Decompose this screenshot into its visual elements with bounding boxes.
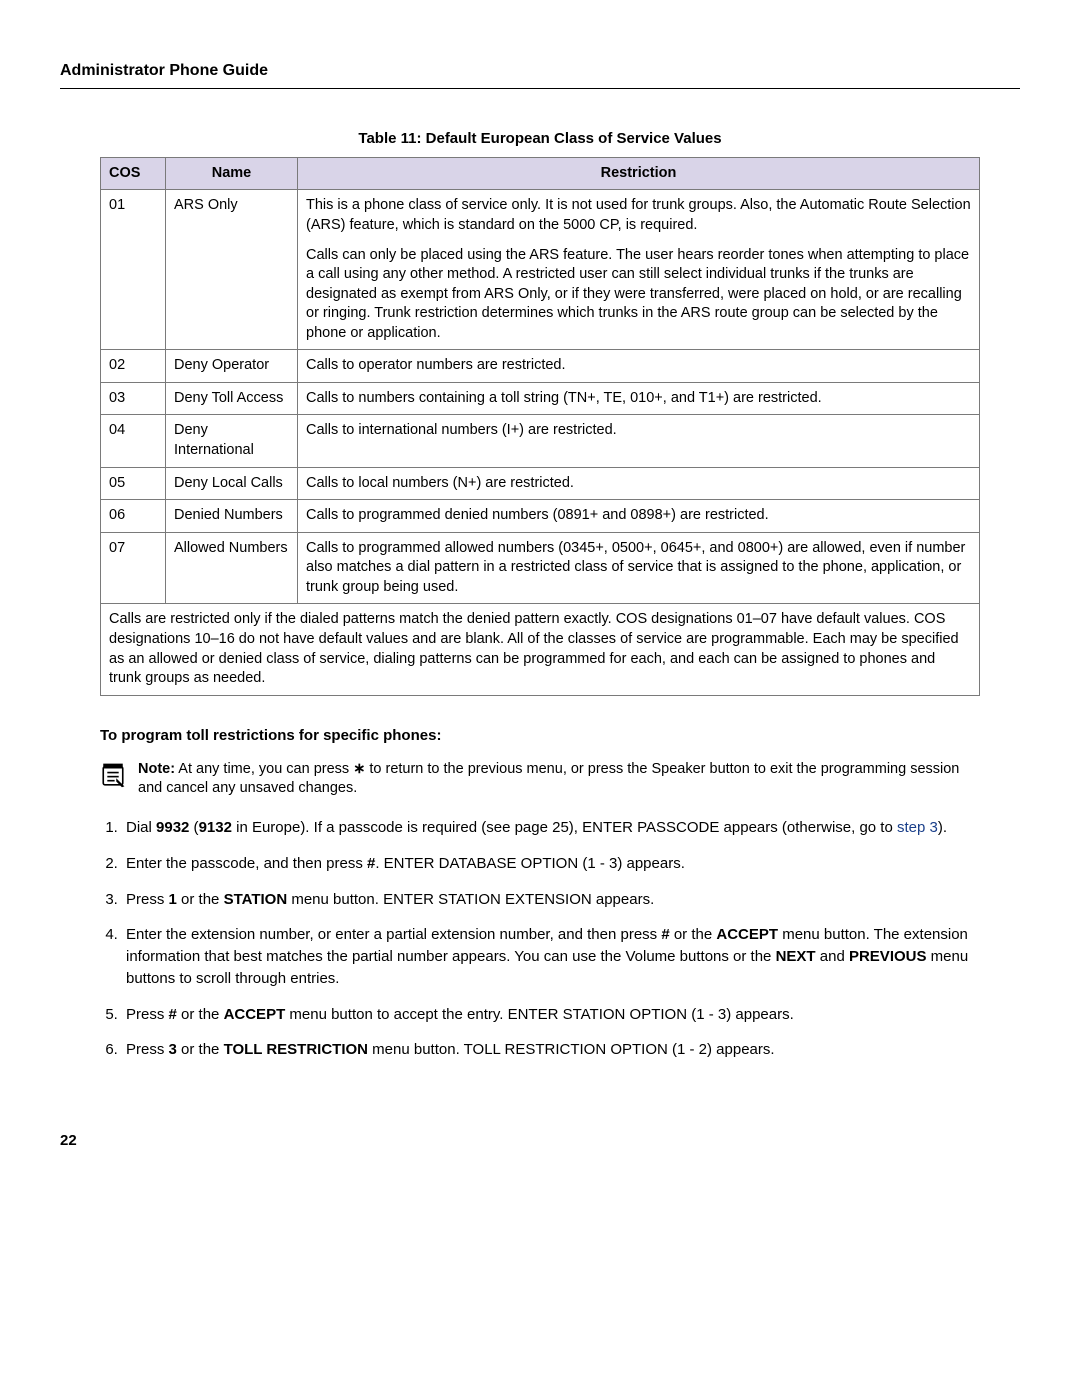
- step-bold: ACCEPT: [716, 926, 778, 943]
- table-footnote: Calls are restricted only if the dialed …: [101, 604, 980, 695]
- table-row: 07 Allowed Numbers Calls to programmed a…: [101, 532, 980, 604]
- content-block: Table 11: Default European Class of Serv…: [100, 129, 980, 1061]
- step-text: in Europe). If a passcode is required (s…: [232, 819, 582, 836]
- step-text: Press: [126, 1006, 169, 1023]
- table-row: 06 Denied Numbers Calls to programmed de…: [101, 500, 980, 533]
- col-header-cos: COS: [101, 157, 166, 190]
- cell-name: Allowed Numbers: [166, 532, 298, 604]
- cell-cos: 04: [101, 415, 166, 467]
- step-bold: NEXT: [776, 948, 816, 965]
- cell-restriction: Calls to operator numbers are restricted…: [298, 350, 980, 383]
- step-text: Press: [126, 1041, 169, 1058]
- note-icon: [100, 762, 126, 788]
- cell-cos: 06: [101, 500, 166, 533]
- steps-list: Dial 9932 (9132 in Europe). If a passcod…: [100, 817, 980, 1061]
- step-text: menu button. TOLL RESTRICTION OPTION (1 …: [368, 1041, 775, 1058]
- step-bold: 9932: [156, 819, 189, 836]
- cell-name: Denied Numbers: [166, 500, 298, 533]
- step-item: Press 3 or the TOLL RESTRICTION menu but…: [122, 1039, 980, 1061]
- cell-cos: 03: [101, 382, 166, 415]
- cell-restriction: Calls to programmed denied numbers (0891…: [298, 500, 980, 533]
- step-text: or the: [177, 1041, 224, 1058]
- step-text: Enter the passcode, and then press: [126, 855, 367, 872]
- table-header-row: COS Name Restriction: [101, 157, 980, 190]
- table-footnote-row: Calls are restricted only if the dialed …: [101, 604, 980, 695]
- step-text: menu button. ENTER STATION EXTENSION app…: [287, 891, 654, 908]
- step-item: Enter the extension number, or enter a p…: [122, 924, 980, 989]
- cell-name: Deny Local Calls: [166, 467, 298, 500]
- step-item: Press # or the ACCEPT menu button to acc…: [122, 1004, 980, 1026]
- cell-cos: 07: [101, 532, 166, 604]
- step-text: and: [816, 948, 849, 965]
- note-text: Note: At any time, you can press ∗ to re…: [138, 760, 980, 799]
- col-header-name: Name: [166, 157, 298, 190]
- step-text: Enter the extension number, or enter a p…: [126, 926, 661, 943]
- step-bold: #: [661, 926, 669, 943]
- table-row: 04 Deny International Calls to internati…: [101, 415, 980, 467]
- step-bold: 3: [169, 1041, 177, 1058]
- step-text: menu button to accept the entry. ENTER S…: [285, 1006, 794, 1023]
- step-text: or the: [670, 926, 717, 943]
- table-row: 01 ARS Only This is a phone class of ser…: [101, 190, 980, 350]
- restriction-para: This is a phone class of service only. I…: [306, 196, 971, 235]
- step-text: ENTER PASSCODE: [582, 819, 719, 836]
- step-bold: PREVIOUS: [849, 948, 927, 965]
- cell-cos: 05: [101, 467, 166, 500]
- step-item: Press 1 or the STATION menu button. ENTE…: [122, 889, 980, 911]
- cell-restriction: Calls to local numbers (N+) are restrict…: [298, 467, 980, 500]
- note-body: At any time, you can press: [175, 761, 353, 777]
- page-number: 22: [60, 1131, 1020, 1151]
- procedure-title: To program toll restrictions for specifi…: [100, 726, 980, 746]
- step-link[interactable]: step 3: [897, 819, 938, 836]
- table-caption: Table 11: Default European Class of Serv…: [100, 129, 980, 149]
- cell-name: Deny International: [166, 415, 298, 467]
- note-star: ∗: [353, 761, 365, 777]
- step-text: Dial: [126, 819, 156, 836]
- step-bold: STATION: [224, 891, 288, 908]
- table-row: 02 Deny Operator Calls to operator numbe…: [101, 350, 980, 383]
- step-text: . ENTER DATABASE OPTION (1 - 3) appears.: [375, 855, 685, 872]
- step-text: (: [189, 819, 198, 836]
- col-header-restriction: Restriction: [298, 157, 980, 190]
- step-text: or the: [177, 1006, 224, 1023]
- cell-restriction: Calls to international numbers (I+) are …: [298, 415, 980, 467]
- cell-cos: 01: [101, 190, 166, 350]
- header-rule: [60, 88, 1020, 89]
- cos-table: COS Name Restriction 01 ARS Only This is…: [100, 157, 980, 696]
- step-item: Dial 9932 (9132 in Europe). If a passcod…: [122, 817, 980, 839]
- cell-cos: 02: [101, 350, 166, 383]
- restriction-para: Calls can only be placed using the ARS f…: [306, 246, 971, 344]
- table-row: 03 Deny Toll Access Calls to numbers con…: [101, 382, 980, 415]
- step-bold: 9132: [199, 819, 232, 836]
- step-text: or the: [177, 891, 224, 908]
- step-bold: #: [169, 1006, 177, 1023]
- step-bold: 1: [169, 891, 177, 908]
- table-row: 05 Deny Local Calls Calls to local numbe…: [101, 467, 980, 500]
- cell-name: ARS Only: [166, 190, 298, 350]
- cell-restriction: This is a phone class of service only. I…: [298, 190, 980, 350]
- cell-restriction: Calls to numbers containing a toll strin…: [298, 382, 980, 415]
- step-item: Enter the passcode, and then press #. EN…: [122, 853, 980, 875]
- step-bold: ACCEPT: [224, 1006, 286, 1023]
- cell-name: Deny Toll Access: [166, 382, 298, 415]
- step-bold: TOLL RESTRICTION: [224, 1041, 368, 1058]
- cell-name: Deny Operator: [166, 350, 298, 383]
- step-text: ).: [938, 819, 947, 836]
- step-text: appears (otherwise, go to: [719, 819, 897, 836]
- cell-restriction: Calls to programmed allowed numbers (034…: [298, 532, 980, 604]
- note-block: Note: At any time, you can press ∗ to re…: [100, 760, 980, 799]
- page-header-title: Administrator Phone Guide: [60, 60, 1020, 82]
- note-label: Note:: [138, 761, 175, 777]
- step-text: Press: [126, 891, 169, 908]
